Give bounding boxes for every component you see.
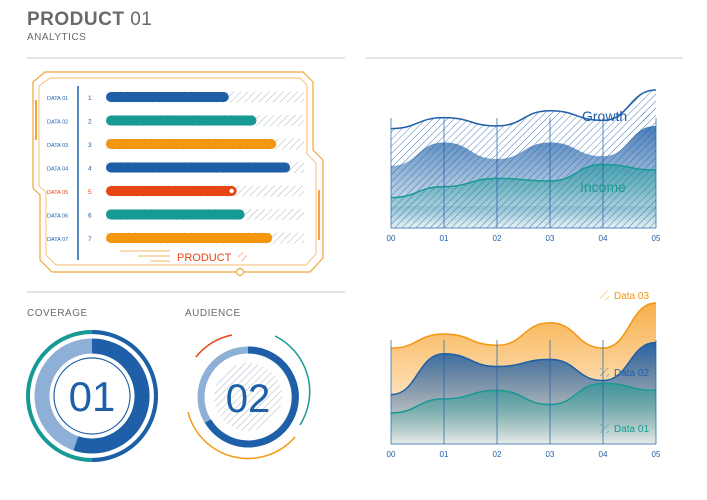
data-series-chart: 00 01 02 03 04 05 Data 03 Data 02 Data 01 xyxy=(387,291,661,459)
series-area xyxy=(391,164,656,228)
x-tick-label: 00 xyxy=(387,234,396,243)
bar-label: DATA 05 xyxy=(47,190,68,196)
x-tick-label: 02 xyxy=(493,234,502,243)
bar-index: 5 xyxy=(88,189,92,196)
series-line xyxy=(390,163,657,199)
legend-label: Growth xyxy=(582,108,627,124)
bar-label: DATA 02 xyxy=(47,120,68,126)
bar-row: DATA 05 5 xyxy=(47,185,304,197)
x-tick-label: 02 xyxy=(493,450,502,459)
coverage-value: 01 xyxy=(69,373,116,420)
bar-fill xyxy=(106,162,291,173)
page-title-number: 01 xyxy=(130,9,153,30)
bar-row: DATA 03 3 xyxy=(47,138,304,150)
legend-swatch xyxy=(641,112,650,121)
audience-value: 02 xyxy=(226,377,271,421)
x-tick-label: 01 xyxy=(440,450,449,459)
page-title: PRODUCT 01 xyxy=(27,9,152,31)
legend-label: Data 03 xyxy=(614,291,649,302)
bar-index: 6 xyxy=(88,213,92,220)
x-tick-label: 04 xyxy=(599,234,608,243)
x-tick-label: 00 xyxy=(387,450,396,459)
x-tick-label: 05 xyxy=(652,234,661,243)
x-tick-label: 03 xyxy=(546,450,555,459)
legend-label: Income xyxy=(580,179,626,195)
bar-row: DATA 02 2 xyxy=(47,115,304,126)
bar-fill xyxy=(106,139,277,149)
legend-label: Data 02 xyxy=(614,368,649,379)
bars-footer-label: PRODUCT xyxy=(177,252,232,264)
bars-footer: PRODUCT xyxy=(120,250,247,264)
hatch-swatch-red xyxy=(238,252,247,261)
bar-fill xyxy=(106,233,273,243)
growth-income-chart: 00 01 02 03 04 05 Growth Income xyxy=(387,89,661,243)
bar-row: DATA 07 7 xyxy=(47,232,304,244)
bar-fill xyxy=(106,186,237,196)
page-subtitle: ANALYTICS xyxy=(27,32,87,43)
series-line xyxy=(390,302,657,349)
legend-label: Data 01 xyxy=(614,424,649,435)
bar-index: 7 xyxy=(88,236,92,243)
bar-label: DATA 07 xyxy=(47,237,68,243)
bar-fill xyxy=(106,209,245,220)
bar-marker xyxy=(229,188,234,194)
bar-label: DATA 03 xyxy=(47,143,68,149)
bar-fill xyxy=(106,92,229,102)
bar-label: DATA 04 xyxy=(47,167,68,173)
bar-label: DATA 06 xyxy=(47,214,68,220)
bar-label: DATA 01 xyxy=(47,96,68,102)
legend-swatch xyxy=(600,424,609,433)
bar-fill xyxy=(106,115,257,126)
bar-index: 1 xyxy=(88,95,92,102)
series-line xyxy=(390,341,657,396)
x-tick-label: 03 xyxy=(546,234,555,243)
page-title-bold: PRODUCT xyxy=(27,9,125,30)
bar-index: 3 xyxy=(88,142,92,149)
audience-title: AUDIENCE xyxy=(185,308,241,319)
bar-row: DATA 04 4 xyxy=(47,162,304,173)
legend-swatch xyxy=(641,184,650,193)
series-line xyxy=(390,382,657,414)
legend-swatch xyxy=(600,368,609,377)
x-tick-label: 04 xyxy=(599,450,608,459)
legend-swatch xyxy=(600,291,609,300)
coverage-gauge: 01 xyxy=(26,330,158,462)
bars-panel-frame xyxy=(32,71,324,273)
x-tick-label: 01 xyxy=(440,234,449,243)
bar-index: 4 xyxy=(88,166,92,173)
coverage-title: COVERAGE xyxy=(27,308,88,319)
x-tick-label: 05 xyxy=(652,450,661,459)
series-line xyxy=(390,89,657,130)
bar-row: DATA 01 1 xyxy=(47,91,304,103)
bar-row: DATA 06 6 xyxy=(47,209,304,220)
frame-knob xyxy=(235,267,245,277)
audience-gauge: 02 xyxy=(187,334,311,460)
bar-index: 2 xyxy=(88,119,92,126)
bar-rows: DATA 01 1 DATA 02 2 DATA 03 3 DATA 04 4 DATA 05 5… xyxy=(47,91,304,244)
